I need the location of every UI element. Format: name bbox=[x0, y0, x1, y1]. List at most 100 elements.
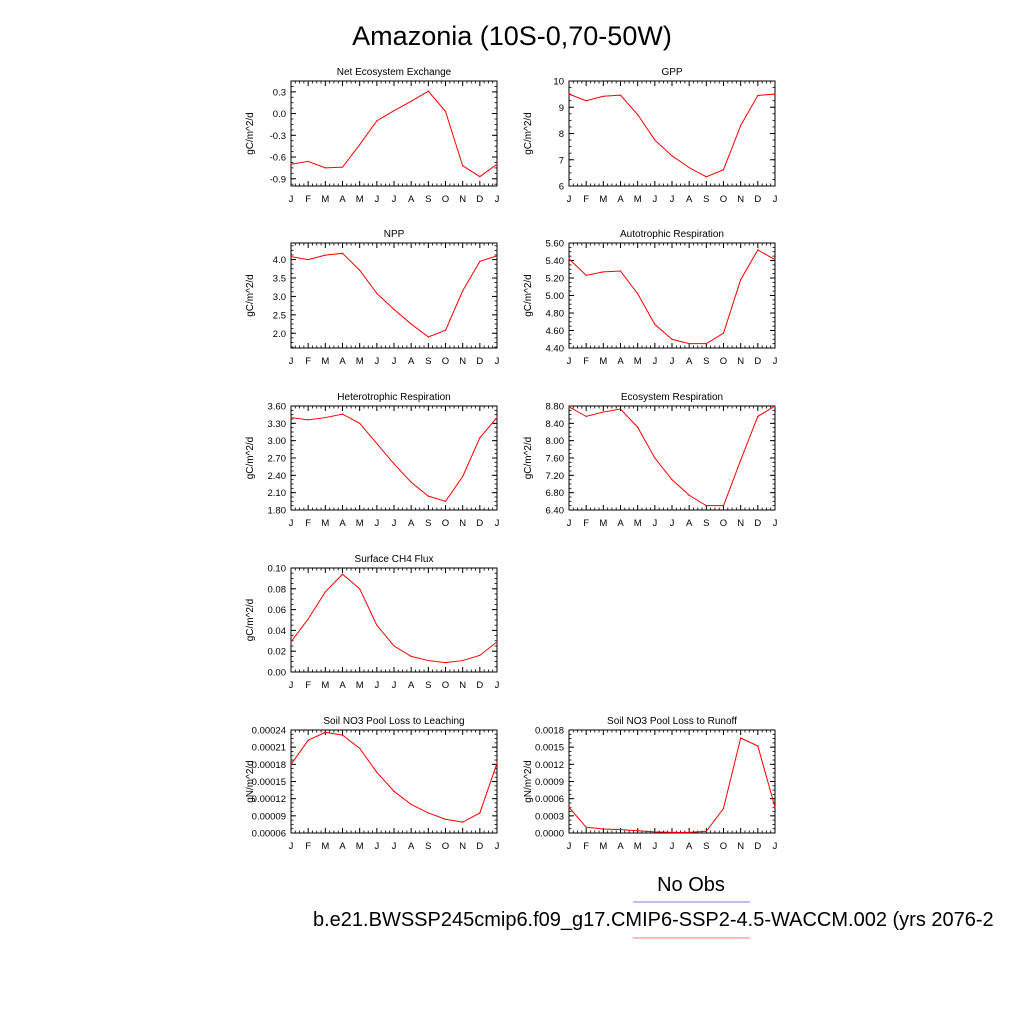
data-point bbox=[341, 252, 344, 254]
data-point bbox=[740, 737, 742, 739]
data-point bbox=[427, 336, 429, 338]
data-point bbox=[444, 110, 447, 113]
y-tick-label: -0.3 bbox=[270, 131, 286, 142]
y-tick-label: 0.08 bbox=[268, 584, 287, 595]
y-tick-label: 0.0015 bbox=[535, 743, 564, 754]
data-point bbox=[602, 828, 604, 830]
x-tick-label: A bbox=[408, 194, 415, 205]
x-tick-label: S bbox=[703, 518, 709, 529]
data-point bbox=[705, 505, 707, 507]
x-tick-label: M bbox=[321, 356, 329, 367]
y-tick-label: 6.80 bbox=[546, 488, 565, 499]
series-line bbox=[568, 93, 776, 178]
data-point bbox=[479, 654, 481, 656]
x-tick-label: F bbox=[583, 841, 589, 852]
data-point bbox=[307, 419, 309, 421]
x-tick-label: M bbox=[321, 680, 329, 691]
x-tick-label: J bbox=[567, 518, 572, 529]
y-tick-label: 2.10 bbox=[268, 488, 287, 499]
data-point bbox=[671, 479, 673, 481]
x-tick-label: J bbox=[495, 194, 500, 205]
y-tick-label: 2.70 bbox=[268, 454, 287, 465]
x-tick-label: F bbox=[305, 518, 311, 529]
x-tick-label: A bbox=[686, 194, 693, 205]
y-axis-label: gC/m^2/d bbox=[245, 437, 256, 480]
x-tick-label: D bbox=[754, 356, 761, 367]
y-tick-label: 6.40 bbox=[546, 506, 565, 517]
data-point bbox=[393, 110, 395, 112]
data-point bbox=[410, 481, 412, 483]
x-tick-label: A bbox=[408, 356, 415, 367]
x-tick-label: J bbox=[670, 518, 675, 529]
data-point bbox=[496, 762, 498, 764]
x-tick-label: N bbox=[459, 356, 466, 367]
x-tick-label: A bbox=[339, 841, 346, 852]
series-line bbox=[290, 413, 498, 502]
data-point bbox=[568, 806, 570, 808]
data-point bbox=[393, 463, 395, 465]
x-tick-label: M bbox=[356, 194, 364, 205]
data-point bbox=[722, 169, 725, 171]
data-point bbox=[496, 255, 498, 257]
y-tick-label: 3.0 bbox=[273, 292, 286, 303]
x-tick-label: O bbox=[442, 518, 449, 529]
x-tick-label: D bbox=[476, 356, 483, 367]
data-point bbox=[637, 830, 639, 832]
y-tick-label: -0.6 bbox=[270, 153, 286, 164]
data-point bbox=[376, 292, 378, 295]
x-tick-label: J bbox=[495, 680, 500, 691]
data-point bbox=[462, 475, 464, 478]
data-point bbox=[602, 271, 604, 273]
data-point bbox=[427, 495, 429, 497]
y-tick-label: 8.80 bbox=[546, 402, 565, 413]
data-point bbox=[496, 416, 498, 419]
x-tick-label: J bbox=[773, 194, 778, 205]
y-axis-label: gC/m^2/d bbox=[245, 599, 256, 642]
panel-title: Soil NO3 Pool Loss to Runoff bbox=[607, 716, 737, 727]
y-tick-label: 0.00006 bbox=[252, 829, 286, 840]
x-tick-label: N bbox=[737, 194, 744, 205]
x-tick-label: M bbox=[356, 680, 364, 691]
data-point bbox=[410, 803, 412, 805]
data-point bbox=[479, 260, 481, 263]
data-point bbox=[324, 731, 326, 733]
data-point bbox=[324, 591, 326, 593]
data-point bbox=[462, 821, 464, 823]
panel-title: GPP bbox=[661, 67, 682, 78]
x-tick-label: J bbox=[567, 194, 572, 205]
x-tick-label: D bbox=[754, 518, 761, 529]
y-tick-label: 0.02 bbox=[268, 647, 287, 658]
data-point bbox=[757, 415, 759, 417]
x-tick-label: J bbox=[392, 356, 397, 367]
data-point bbox=[479, 175, 481, 178]
data-point bbox=[427, 90, 429, 92]
data-point bbox=[757, 745, 759, 747]
panel-title: Soil NO3 Pool Loss to Leaching bbox=[323, 716, 464, 727]
panel-title: Surface CH4 Flux bbox=[355, 554, 434, 565]
x-tick-label: M bbox=[599, 841, 607, 852]
x-tick-label: D bbox=[476, 518, 483, 529]
x-tick-label: J bbox=[374, 841, 379, 852]
y-tick-label: 0.0018 bbox=[535, 726, 564, 737]
data-point bbox=[774, 93, 776, 95]
y-tick-label: 7.60 bbox=[546, 454, 565, 465]
y-tick-label: 8.00 bbox=[546, 436, 565, 447]
x-tick-label: A bbox=[686, 356, 693, 367]
panel-title: Autotrophic Respiration bbox=[620, 229, 724, 240]
y-tick-label: 0.00021 bbox=[252, 743, 286, 754]
data-point bbox=[688, 167, 690, 169]
x-tick-label: J bbox=[495, 518, 500, 529]
x-tick-label: F bbox=[305, 194, 311, 205]
y-tick-label: 2.40 bbox=[268, 471, 287, 482]
x-tick-label: S bbox=[425, 194, 431, 205]
y-tick-label: 8.40 bbox=[546, 419, 565, 430]
panel-title: Heterotrophic Respiration bbox=[337, 392, 450, 403]
data-point bbox=[688, 831, 690, 834]
data-point bbox=[462, 165, 464, 167]
data-point bbox=[307, 258, 309, 261]
data-point bbox=[722, 505, 725, 507]
